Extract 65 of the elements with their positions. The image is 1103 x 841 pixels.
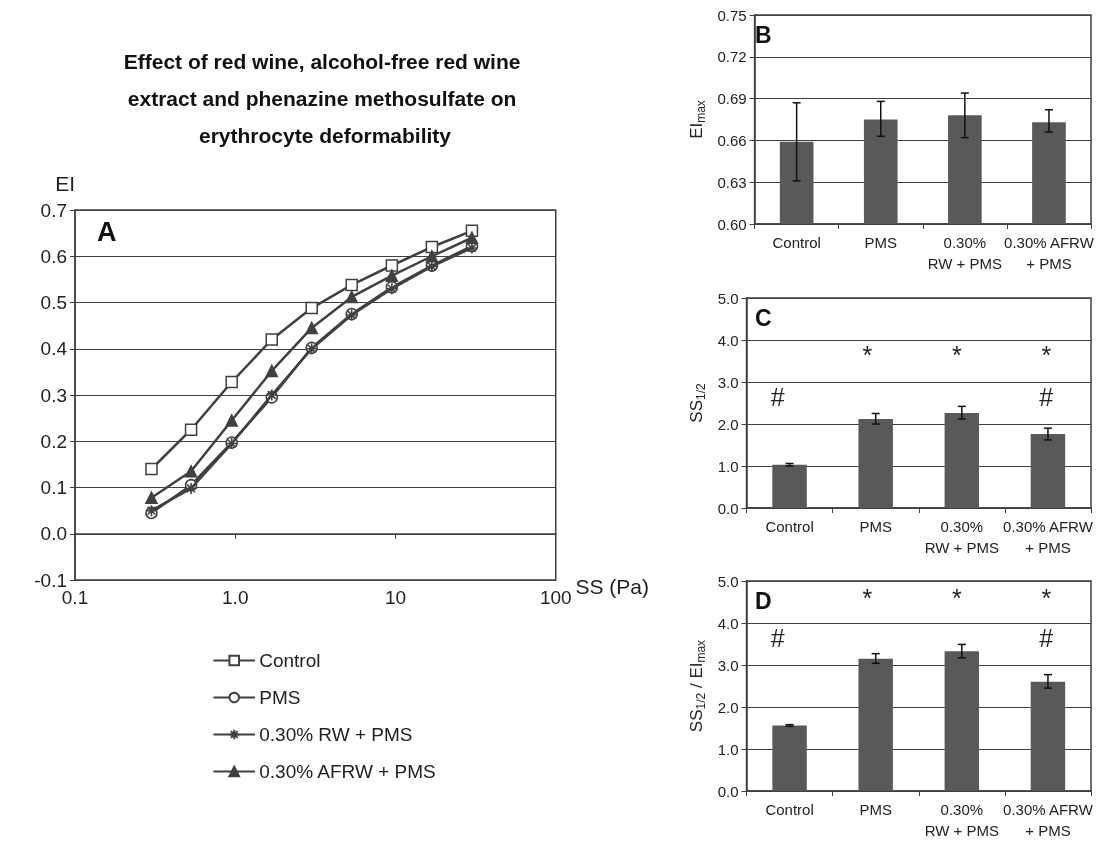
y-axis-title: SS1/2: [687, 383, 708, 423]
y-tick-label: 1.0: [717, 457, 739, 475]
y-tick-label: 0.4: [40, 338, 68, 360]
annotation: #: [770, 623, 785, 652]
y-tick-label: 0.0: [717, 499, 739, 517]
legend-label: PMS: [259, 687, 301, 708]
y-tick-label: 2.0: [717, 698, 739, 716]
x-tick-label: 0.30% AFRW + PMS: [1003, 801, 1094, 839]
y-axis-title: SS1/2 / EImax: [687, 639, 708, 733]
x-tick-label: PMS: [864, 234, 897, 251]
y-tick-label: 0.69: [717, 90, 747, 108]
x-tick-label: PMS: [859, 518, 892, 535]
y-tick-label: 0.7: [40, 199, 67, 221]
y-tick-label: 0.3: [40, 384, 67, 406]
x-tick-label: Control: [765, 801, 814, 818]
annotation: C: [755, 304, 772, 331]
y-tick-label: 0.66: [717, 131, 747, 149]
annotation: A: [97, 216, 117, 247]
x-tick-label: Control: [772, 234, 821, 251]
annotation: *: [951, 583, 962, 612]
x-tick-label: 0.30% RW + PMS: [927, 234, 1003, 272]
y-tick-label: 5.0: [717, 289, 739, 307]
x-tick-label: 0.30% AFRW + PMS: [1004, 234, 1095, 272]
y-axis-title: EImax: [687, 100, 708, 139]
y-tick-label: 3.0: [717, 656, 739, 674]
y-tick-label: 0.0: [40, 523, 67, 545]
x-tick-label: PMS: [859, 801, 892, 818]
y-tick-label: 4.0: [717, 614, 739, 632]
y-tick-label: 4.0: [717, 331, 739, 349]
annotation: *: [862, 340, 873, 369]
annotation: #: [770, 382, 785, 411]
x-tick-label: 0.30% AFRW + PMS: [1003, 518, 1094, 556]
chart-title: Effect of red wine, alcohol-free red wine extract and phenazine methosulfate on erythrocyte deformability: [123, 50, 527, 147]
legend-label: 0.30% RW + PMS: [259, 724, 413, 745]
annotation: #: [1039, 382, 1054, 411]
x-tick-label: 0.30% RW + PMS: [924, 801, 999, 839]
y-tick-label: 1.0: [717, 740, 739, 758]
x-tick-label: 100: [539, 587, 572, 608]
y-tick-label: 0.63: [717, 173, 747, 191]
x-tick-label: Control: [765, 518, 814, 535]
y-tick-label: 0.2: [40, 430, 67, 452]
y-tick-label: 0.72: [717, 48, 747, 66]
annotation: #: [1039, 623, 1054, 652]
x-tick-label: 0.30% RW + PMS: [924, 518, 999, 556]
y-tick-label: 0.75: [717, 6, 747, 24]
annotation: *: [1041, 340, 1052, 369]
x-axis-title: SS (Pa): [575, 574, 649, 598]
y-tick-label: 2.0: [717, 415, 739, 433]
y-tick-label: 0.1: [40, 477, 67, 498]
y-tick-label: 0.5: [40, 292, 67, 313]
y-tick-label: 0.60: [717, 215, 747, 233]
y-tick-label: 0.0: [717, 782, 739, 800]
y-tick-label: 5.0: [717, 572, 739, 590]
x-tick-label: 1.0: [222, 587, 249, 608]
legend-label: 0.30% AFRW + PMS: [259, 761, 436, 782]
annotation: *: [1041, 583, 1052, 612]
y-tick-label: 0.6: [40, 245, 67, 267]
annotation: *: [951, 340, 962, 369]
annotation: D: [755, 587, 772, 614]
annotation: B: [755, 21, 772, 48]
legend-label: Control: [259, 650, 321, 671]
x-tick-label: 10: [384, 587, 407, 608]
annotation: *: [862, 583, 873, 612]
y-tick-label: 3.0: [717, 373, 739, 391]
y-axis-title: EI: [55, 172, 75, 195]
